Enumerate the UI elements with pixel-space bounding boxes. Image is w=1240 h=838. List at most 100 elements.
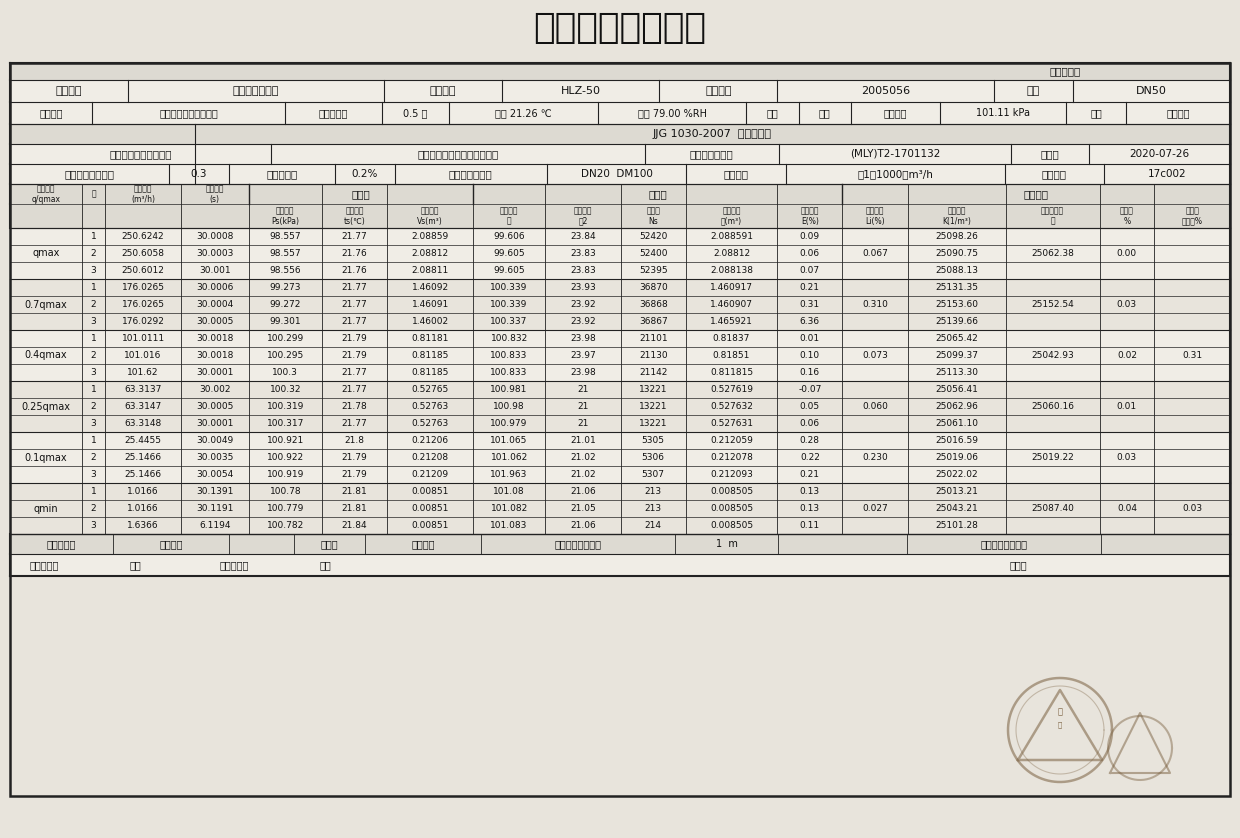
- Text: 0.10: 0.10: [800, 351, 820, 360]
- Text: 250.6242: 250.6242: [122, 232, 165, 241]
- Text: 100.3: 100.3: [273, 368, 299, 377]
- Text: 0.81185: 0.81185: [412, 368, 449, 377]
- Text: 0.25qmax: 0.25qmax: [21, 401, 71, 411]
- Text: 23.92: 23.92: [570, 317, 595, 326]
- Text: 2.088591: 2.088591: [711, 232, 753, 241]
- Text: 0.04: 0.04: [1117, 504, 1137, 513]
- Text: 0.81185: 0.81185: [412, 351, 449, 360]
- Text: 0.03: 0.03: [1117, 453, 1137, 462]
- Text: 30.002: 30.002: [200, 385, 231, 394]
- Text: 21130: 21130: [639, 351, 667, 360]
- Text: 25065.42: 25065.42: [935, 334, 978, 343]
- Text: 2: 2: [91, 402, 97, 411]
- Text: 100.337: 100.337: [490, 317, 528, 326]
- Text: 1  m: 1 m: [715, 539, 738, 549]
- Text: 0.067: 0.067: [862, 249, 888, 258]
- Text: 25061.10: 25061.10: [935, 419, 978, 428]
- Bar: [10, 483, 1230, 534]
- Text: 100.981: 100.981: [490, 385, 528, 394]
- Text: （1～1000）m³/h: （1～1000）m³/h: [857, 169, 934, 179]
- Text: 1: 1: [91, 283, 97, 292]
- Text: 23.84: 23.84: [570, 232, 595, 241]
- Text: 装置扩展不确定度: 装置扩展不确定度: [64, 169, 114, 179]
- Text: 制造单位: 制造单位: [40, 108, 63, 118]
- Text: 0.03: 0.03: [1182, 504, 1203, 513]
- Text: 98.556: 98.556: [269, 266, 301, 275]
- Text: 23.98: 23.98: [570, 368, 595, 377]
- Text: 符合要求: 符合要求: [412, 539, 435, 549]
- Text: 100.78: 100.78: [269, 487, 301, 496]
- Text: 温度 21.26 ℃: 温度 21.26 ℃: [495, 108, 552, 118]
- Text: 地点: 地点: [1090, 108, 1102, 118]
- Text: 脉冲数
Ns: 脉冲数 Ns: [646, 206, 660, 225]
- Text: 21.77: 21.77: [341, 300, 367, 309]
- Text: 101.065: 101.065: [490, 436, 528, 445]
- Text: 2: 2: [91, 300, 97, 309]
- Text: 0.212078: 0.212078: [711, 453, 753, 462]
- Text: 25019.06: 25019.06: [935, 453, 978, 462]
- Text: 17c002: 17c002: [1148, 169, 1187, 179]
- Text: 13221: 13221: [639, 385, 667, 394]
- Text: 21101: 21101: [639, 334, 667, 343]
- Text: 21.76: 21.76: [341, 249, 367, 258]
- Text: 0.09: 0.09: [800, 232, 820, 241]
- Text: 100.782: 100.782: [267, 521, 304, 530]
- Text: 音速喷嘴式气体流量标准装置: 音速喷嘴式气体流量标准装置: [417, 149, 498, 159]
- Text: 25062.38: 25062.38: [1032, 249, 1074, 258]
- Text: 30.0005: 30.0005: [196, 402, 233, 411]
- Text: 0.06: 0.06: [800, 419, 820, 428]
- Text: 25.1466: 25.1466: [124, 470, 161, 479]
- Text: 检定后仪表系数：: 检定后仪表系数：: [981, 539, 1028, 549]
- Text: 25022.02: 25022.02: [935, 470, 978, 479]
- Text: 3: 3: [91, 470, 97, 479]
- Text: 口径: 口径: [1027, 86, 1040, 96]
- Text: 被检表示
值2: 被检表示 值2: [574, 206, 591, 225]
- Text: 0.21206: 0.21206: [412, 436, 449, 445]
- Text: 示值误差
E(%): 示值误差 E(%): [801, 206, 820, 225]
- Text: 0.5 级: 0.5 级: [403, 108, 428, 118]
- Text: 25152.54: 25152.54: [1032, 300, 1074, 309]
- Text: 1.46091: 1.46091: [412, 300, 449, 309]
- Text: 出厂编号: 出厂编号: [706, 86, 732, 96]
- Text: 100.922: 100.922: [267, 453, 304, 462]
- Text: 25087.40: 25087.40: [1032, 504, 1074, 513]
- Text: 21.81: 21.81: [341, 487, 367, 496]
- Text: 6.1194: 6.1194: [200, 521, 231, 530]
- Text: 0.3: 0.3: [191, 169, 207, 179]
- Text: 一年: 一年: [320, 560, 332, 570]
- Text: 0.008505: 0.008505: [711, 521, 753, 530]
- Text: 0.7qmax: 0.7qmax: [25, 299, 67, 309]
- Text: 25060.16: 25060.16: [1030, 402, 1074, 411]
- Text: 30.0005: 30.0005: [196, 317, 233, 326]
- Text: 100.32: 100.32: [269, 385, 301, 394]
- Bar: [10, 80, 1230, 102]
- Text: 型号规格: 型号规格: [429, 86, 456, 96]
- Text: 21.05: 21.05: [570, 504, 595, 513]
- Text: 98.557: 98.557: [269, 232, 301, 241]
- Text: 1: 1: [91, 232, 97, 241]
- Text: 喷嘴压力
Ps(kPa): 喷嘴压力 Ps(kPa): [272, 206, 299, 225]
- Text: 0.01: 0.01: [800, 334, 820, 343]
- Text: 0.03: 0.03: [1117, 300, 1137, 309]
- Text: 标准体积
Vs(m³): 标准体积 Vs(m³): [418, 206, 443, 225]
- Text: 30.0006: 30.0006: [196, 283, 233, 292]
- Text: 176.0292: 176.0292: [122, 317, 165, 326]
- Text: 0.16: 0.16: [800, 368, 820, 377]
- Text: 23.92: 23.92: [570, 300, 595, 309]
- Text: 3: 3: [91, 317, 97, 326]
- Text: 1: 1: [91, 487, 97, 496]
- Text: 2.088138: 2.088138: [711, 266, 753, 275]
- Text: 1.465921: 1.465921: [711, 317, 753, 326]
- Text: 0.21: 0.21: [800, 283, 820, 292]
- Text: 30.0054: 30.0054: [196, 470, 233, 479]
- Text: 25043.21: 25043.21: [935, 504, 978, 513]
- Text: qmin: qmin: [33, 504, 58, 514]
- Text: 21.79: 21.79: [341, 470, 367, 479]
- Text: 21: 21: [577, 419, 589, 428]
- Text: 密度时间
(s): 密度时间 (s): [206, 184, 224, 204]
- Text: 密封性: 密封性: [321, 539, 339, 549]
- Text: 2: 2: [91, 351, 97, 360]
- Text: 0.310: 0.310: [862, 300, 888, 309]
- Text: 213: 213: [645, 504, 662, 513]
- Text: 25088.13: 25088.13: [935, 266, 978, 275]
